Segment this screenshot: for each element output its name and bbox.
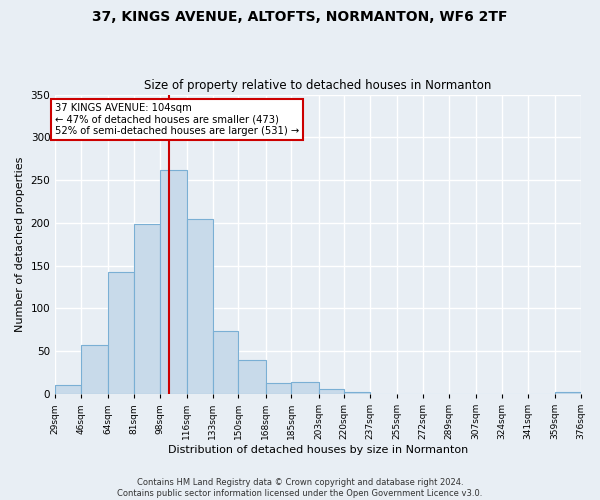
X-axis label: Distribution of detached houses by size in Normanton: Distribution of detached houses by size … <box>168 445 468 455</box>
Title: Size of property relative to detached houses in Normanton: Size of property relative to detached ho… <box>144 79 491 92</box>
Bar <box>266 383 292 394</box>
Bar <box>238 360 266 394</box>
Bar <box>212 330 238 394</box>
Bar <box>108 272 134 394</box>
Bar <box>292 382 319 394</box>
Text: Contains HM Land Registry data © Crown copyright and database right 2024.
Contai: Contains HM Land Registry data © Crown c… <box>118 478 482 498</box>
Bar <box>555 392 581 394</box>
Bar <box>134 224 160 394</box>
Bar <box>344 392 370 394</box>
Bar <box>81 346 108 394</box>
Y-axis label: Number of detached properties: Number of detached properties <box>15 156 25 332</box>
Bar <box>160 170 187 394</box>
Bar <box>319 389 344 394</box>
Bar <box>187 220 212 394</box>
Bar <box>55 386 81 394</box>
Text: 37 KINGS AVENUE: 104sqm
← 47% of detached houses are smaller (473)
52% of semi-d: 37 KINGS AVENUE: 104sqm ← 47% of detache… <box>55 103 299 136</box>
Text: 37, KINGS AVENUE, ALTOFTS, NORMANTON, WF6 2TF: 37, KINGS AVENUE, ALTOFTS, NORMANTON, WF… <box>92 10 508 24</box>
